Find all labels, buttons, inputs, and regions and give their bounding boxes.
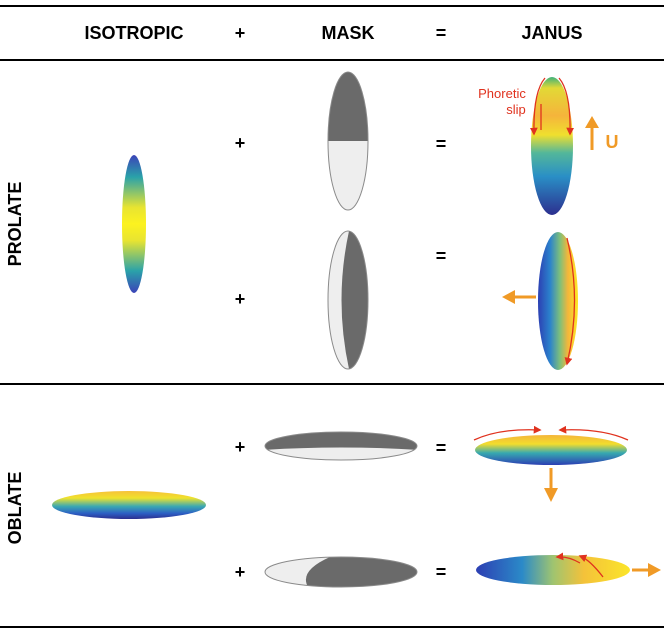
phoretic-slip-arrows-prolate-lateral xyxy=(564,237,576,366)
header-janus: JANUS xyxy=(521,23,582,43)
phoretic-slip-label-line1: Phoretic xyxy=(478,86,526,101)
plus-operator-prolate-lateral: + xyxy=(235,289,246,309)
janus-oblate-axial-particle xyxy=(475,435,627,465)
velocity-arrow-oblate-axial xyxy=(544,468,558,502)
velocity-arrow-prolate-axial xyxy=(585,116,599,150)
mask-prolate-lateral xyxy=(327,230,369,370)
equals-operator-oblate-lateral: = xyxy=(436,562,447,582)
velocity-arrow-prolate-lateral xyxy=(502,290,536,304)
velocity-arrow-oblate-lateral xyxy=(632,563,661,577)
mask-oblate-axial xyxy=(264,431,418,461)
equals-operator-oblate-axial: = xyxy=(436,438,447,458)
phoretic-slip-label-line2: slip xyxy=(506,102,526,117)
isotropic-oblate-particle xyxy=(52,491,206,519)
header-equals: = xyxy=(436,23,447,43)
plus-operator-oblate-lateral: + xyxy=(235,562,246,582)
phoretic-slip-arrows-oblate-lateral xyxy=(555,552,604,578)
janus-prolate-lateral-particle xyxy=(538,232,578,370)
janus-oblate-lateral-particle xyxy=(476,555,630,585)
equals-operator-prolate-lateral: = xyxy=(436,246,447,266)
phoretic-slip-arrows-oblate xyxy=(473,425,629,441)
isotropic-prolate-particle xyxy=(122,155,146,293)
mask-oblate-lateral xyxy=(264,556,418,588)
header-plus: + xyxy=(235,23,246,43)
plus-operator-prolate-axial: + xyxy=(235,133,246,153)
janus-prolate-axial-particle xyxy=(531,77,573,215)
header-isotropic: ISOTROPIC xyxy=(84,23,183,43)
row-label-prolate: PROLATE xyxy=(5,182,25,267)
equals-operator-prolate-axial: = xyxy=(436,134,447,154)
velocity-label-u: U xyxy=(606,132,619,152)
row-label-oblate: OBLATE xyxy=(5,472,25,545)
plus-operator-oblate-axial: + xyxy=(235,437,246,457)
mask-prolate-axial xyxy=(327,71,369,211)
phoretic-slip-arrows-prolate xyxy=(529,77,575,136)
header-mask: MASK xyxy=(322,23,375,43)
